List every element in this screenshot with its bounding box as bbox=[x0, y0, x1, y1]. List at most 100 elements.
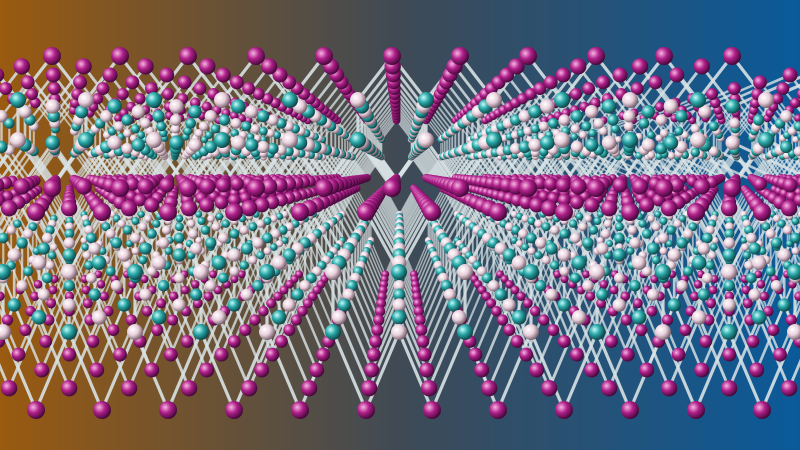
atom-teal bbox=[582, 237, 594, 249]
atom-teal bbox=[745, 272, 757, 284]
atom-teal bbox=[62, 248, 76, 262]
bond bbox=[539, 284, 566, 343]
atom-teal bbox=[256, 251, 265, 260]
atom-magenta bbox=[522, 298, 533, 309]
atom-magenta bbox=[600, 380, 618, 397]
atom-teal bbox=[139, 242, 152, 255]
bond bbox=[529, 330, 566, 412]
bond bbox=[134, 250, 153, 291]
atom-pink bbox=[271, 255, 287, 270]
atom-magenta bbox=[156, 298, 167, 309]
atom-teal bbox=[683, 266, 694, 277]
atom-pink bbox=[655, 324, 671, 340]
atom-magenta bbox=[687, 401, 705, 419]
bond bbox=[233, 259, 254, 305]
atom-teal bbox=[131, 217, 140, 225]
atom-magenta bbox=[742, 298, 753, 309]
atom-teal bbox=[447, 298, 461, 312]
atom-magenta bbox=[773, 347, 787, 362]
atom-magenta bbox=[240, 380, 258, 397]
atom-pink bbox=[138, 222, 148, 232]
atom-teal bbox=[742, 251, 752, 260]
atom-pink bbox=[523, 324, 539, 340]
atom-magenta bbox=[82, 298, 93, 309]
atom-magenta bbox=[722, 347, 737, 362]
bond bbox=[187, 206, 221, 265]
bond bbox=[150, 270, 174, 321]
atom-magenta bbox=[225, 401, 243, 419]
atom-pink bbox=[603, 219, 613, 228]
atom-pink bbox=[707, 251, 717, 260]
atom-teal bbox=[337, 298, 351, 312]
atom-magenta bbox=[660, 380, 678, 397]
atom-magenta bbox=[759, 291, 769, 302]
atom-magenta bbox=[60, 380, 78, 397]
atom-magenta bbox=[547, 324, 560, 336]
atom-pink bbox=[770, 279, 783, 292]
atom-teal bbox=[740, 236, 748, 244]
atom-teal bbox=[229, 228, 240, 239]
atom-magenta bbox=[699, 334, 713, 348]
atom-teal bbox=[325, 324, 341, 340]
atom-teal bbox=[697, 288, 710, 301]
atom-magenta bbox=[373, 314, 385, 326]
atom-pink bbox=[676, 279, 688, 292]
atom-pink bbox=[85, 272, 97, 284]
atom-magenta bbox=[639, 362, 655, 378]
atom-magenta bbox=[599, 280, 609, 289]
atom-pink bbox=[195, 236, 203, 244]
atom-pink bbox=[186, 219, 196, 228]
bond bbox=[157, 206, 191, 265]
atom-teal bbox=[641, 228, 652, 239]
atom-teal bbox=[557, 298, 571, 312]
atom-magenta bbox=[240, 200, 258, 217]
bond bbox=[437, 193, 459, 231]
atom-pink bbox=[612, 298, 626, 312]
atom-pink bbox=[31, 255, 47, 270]
atom-pink bbox=[392, 298, 406, 312]
atom-magenta bbox=[199, 362, 215, 378]
atom-magenta bbox=[93, 203, 111, 221]
atom-pink bbox=[240, 288, 254, 301]
bond bbox=[562, 330, 599, 412]
atom-magenta bbox=[107, 324, 120, 336]
atom-pink bbox=[651, 222, 661, 232]
bond bbox=[0, 206, 11, 228]
atom-magenta bbox=[11, 347, 26, 362]
bond bbox=[700, 303, 731, 372]
atom-teal bbox=[534, 251, 543, 260]
atom-teal bbox=[638, 219, 647, 228]
atom-magenta bbox=[416, 334, 430, 348]
atom-magenta bbox=[33, 280, 43, 289]
atom-magenta bbox=[254, 362, 270, 378]
bond bbox=[37, 315, 71, 390]
bond bbox=[442, 196, 467, 240]
atom-magenta bbox=[291, 401, 309, 419]
atom-teal bbox=[138, 255, 148, 265]
atom-magenta bbox=[283, 324, 296, 336]
atom-teal bbox=[195, 210, 203, 218]
bond bbox=[0, 226, 16, 257]
atom-magenta bbox=[297, 305, 308, 317]
atom-magenta bbox=[569, 347, 584, 362]
atom-teal bbox=[646, 242, 660, 255]
atom-teal bbox=[593, 217, 602, 225]
atom-magenta bbox=[538, 314, 550, 326]
atom-teal bbox=[81, 243, 90, 251]
bond bbox=[435, 192, 456, 228]
atom-teal bbox=[765, 266, 776, 277]
bond bbox=[205, 203, 236, 257]
atom-pink bbox=[502, 298, 516, 312]
bond bbox=[607, 206, 641, 265]
bond bbox=[727, 330, 764, 412]
atom-teal bbox=[16, 237, 28, 249]
atom-magenta bbox=[214, 195, 229, 210]
atom-teal bbox=[61, 324, 77, 340]
bond bbox=[0, 362, 11, 390]
atom-pink bbox=[131, 247, 140, 255]
atom-teal bbox=[391, 264, 407, 280]
atom-teal bbox=[110, 237, 123, 249]
atom-teal bbox=[151, 310, 167, 325]
atom-pink bbox=[697, 242, 710, 255]
atom-pink bbox=[173, 272, 185, 284]
